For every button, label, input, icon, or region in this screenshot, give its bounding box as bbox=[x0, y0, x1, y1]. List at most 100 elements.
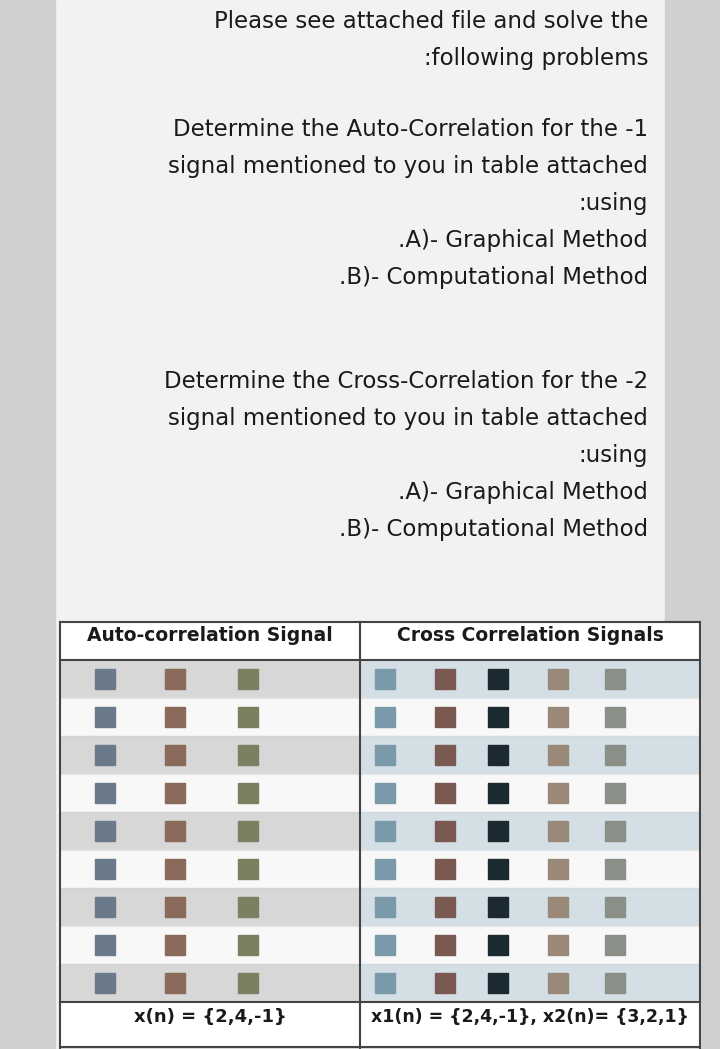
Bar bbox=[435, 973, 455, 993]
Bar bbox=[95, 973, 115, 993]
Bar bbox=[488, 859, 508, 879]
Bar bbox=[60, 1002, 700, 1047]
Bar bbox=[238, 821, 258, 841]
Bar bbox=[60, 889, 360, 926]
Bar bbox=[238, 707, 258, 727]
Bar bbox=[238, 669, 258, 689]
Bar bbox=[488, 973, 508, 993]
Bar bbox=[435, 821, 455, 841]
Bar bbox=[95, 897, 115, 917]
Bar bbox=[605, 935, 625, 955]
Bar bbox=[548, 783, 568, 802]
Bar bbox=[165, 973, 185, 993]
Text: signal mentioned to you in table attached: signal mentioned to you in table attache… bbox=[168, 155, 648, 178]
Bar bbox=[435, 745, 455, 765]
Bar bbox=[55, 0, 665, 1049]
Bar bbox=[165, 859, 185, 879]
Bar bbox=[60, 736, 360, 774]
Bar bbox=[548, 935, 568, 955]
Bar bbox=[548, 669, 568, 689]
Bar bbox=[488, 745, 508, 765]
Bar bbox=[95, 859, 115, 879]
Bar bbox=[360, 736, 700, 774]
Bar bbox=[60, 889, 700, 926]
Bar bbox=[165, 783, 185, 802]
Bar bbox=[60, 926, 360, 964]
Text: :using: :using bbox=[578, 192, 648, 215]
Bar bbox=[548, 821, 568, 841]
Bar bbox=[360, 926, 700, 964]
Text: Please see attached file and solve the: Please see attached file and solve the bbox=[214, 10, 648, 33]
Bar bbox=[95, 783, 115, 802]
Text: signal mentioned to you in table attached: signal mentioned to you in table attache… bbox=[168, 407, 648, 430]
Bar bbox=[60, 660, 360, 698]
Bar bbox=[360, 698, 700, 736]
Text: .B)- Computational Method: .B)- Computational Method bbox=[339, 518, 648, 541]
Text: :following problems: :following problems bbox=[423, 47, 648, 70]
Bar bbox=[165, 821, 185, 841]
Bar bbox=[605, 859, 625, 879]
Bar bbox=[488, 897, 508, 917]
Bar bbox=[60, 812, 700, 850]
Bar bbox=[488, 935, 508, 955]
Bar bbox=[95, 707, 115, 727]
Bar bbox=[60, 850, 360, 889]
Bar bbox=[165, 669, 185, 689]
Bar bbox=[60, 1047, 700, 1049]
Bar bbox=[605, 707, 625, 727]
Bar bbox=[488, 783, 508, 802]
Text: Determine the Cross-Correlation for the -2: Determine the Cross-Correlation for the … bbox=[164, 370, 648, 393]
Bar bbox=[375, 897, 395, 917]
Bar bbox=[375, 783, 395, 802]
Bar bbox=[238, 745, 258, 765]
Bar bbox=[95, 821, 115, 841]
Bar bbox=[375, 745, 395, 765]
Bar bbox=[375, 821, 395, 841]
Bar bbox=[360, 964, 700, 1002]
Bar bbox=[375, 669, 395, 689]
Bar bbox=[548, 745, 568, 765]
Text: .B)- Computational Method: .B)- Computational Method bbox=[339, 266, 648, 290]
Bar bbox=[60, 660, 700, 698]
Bar bbox=[60, 622, 700, 660]
Bar bbox=[665, 0, 720, 1049]
Bar bbox=[60, 964, 700, 1002]
Bar bbox=[238, 783, 258, 802]
Text: x(n) = {2,4,-1}: x(n) = {2,4,-1} bbox=[134, 1008, 287, 1026]
Bar bbox=[605, 821, 625, 841]
Bar bbox=[60, 964, 360, 1002]
Bar bbox=[375, 973, 395, 993]
Text: Auto-correlation Signal: Auto-correlation Signal bbox=[87, 626, 333, 645]
Bar bbox=[95, 935, 115, 955]
Text: Cross Correlation Signals: Cross Correlation Signals bbox=[397, 626, 663, 645]
Bar bbox=[165, 707, 185, 727]
Text: .A)- Graphical Method: .A)- Graphical Method bbox=[398, 229, 648, 252]
Bar bbox=[238, 935, 258, 955]
Bar bbox=[435, 859, 455, 879]
Bar bbox=[165, 745, 185, 765]
Text: x1(n) = {2,4,-1}, x2(n)= {3,2,1}: x1(n) = {2,4,-1}, x2(n)= {3,2,1} bbox=[371, 1008, 689, 1026]
Bar bbox=[488, 669, 508, 689]
Bar bbox=[375, 935, 395, 955]
Bar bbox=[375, 859, 395, 879]
Bar bbox=[488, 821, 508, 841]
Text: :using: :using bbox=[578, 444, 648, 467]
Bar bbox=[238, 859, 258, 879]
Bar bbox=[435, 707, 455, 727]
Bar bbox=[360, 774, 700, 812]
Bar bbox=[95, 669, 115, 689]
Bar bbox=[605, 973, 625, 993]
Bar bbox=[165, 897, 185, 917]
Bar bbox=[435, 897, 455, 917]
Bar bbox=[360, 850, 700, 889]
Bar bbox=[165, 935, 185, 955]
Bar bbox=[435, 783, 455, 802]
Bar bbox=[488, 707, 508, 727]
Bar bbox=[605, 897, 625, 917]
Bar bbox=[60, 812, 360, 850]
Text: Determine the Auto-Correlation for the -1: Determine the Auto-Correlation for the -… bbox=[173, 117, 648, 141]
Text: .A)- Graphical Method: .A)- Graphical Method bbox=[398, 481, 648, 504]
Bar bbox=[360, 812, 700, 850]
Bar bbox=[360, 660, 700, 698]
Bar bbox=[375, 707, 395, 727]
